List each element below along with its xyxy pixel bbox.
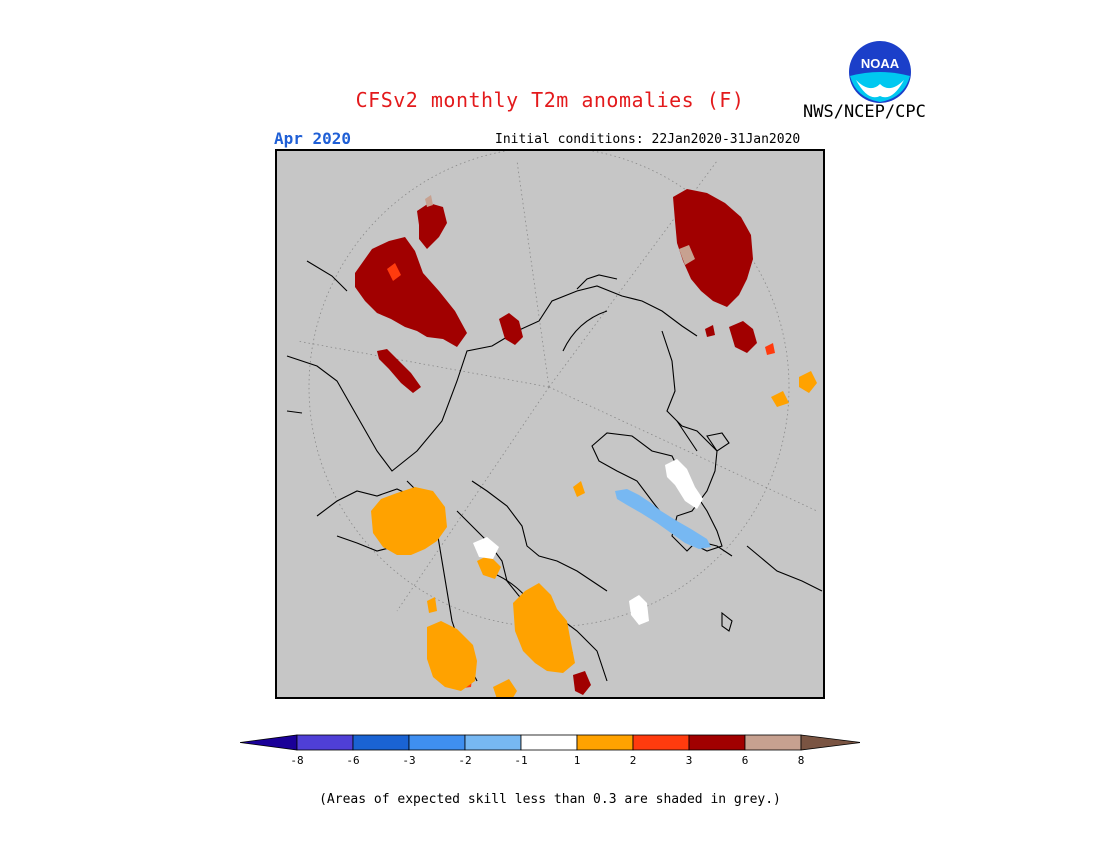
chart-title: CFSv2 monthly T2m anomalies (F) (355, 88, 745, 112)
initial-conditions: Initial conditions: 22Jan2020-31Jan2020 (495, 132, 801, 147)
colorbar-tick-label: 8 (798, 754, 805, 767)
anomaly-map (275, 149, 825, 699)
anomaly-dark-red (355, 189, 757, 695)
colorbar-swatch (744, 734, 802, 751)
colorbar-swatch (408, 734, 466, 751)
agency-label: NWS/NCEP/CPC (803, 102, 926, 122)
colorbar-tick-label: -3 (402, 754, 415, 767)
logo-text: NOAA (861, 56, 900, 71)
colorbar-legend: -8 -6 -3 -2 -1 1 2 3 6 8 (239, 732, 862, 776)
colorbar-tick-label: 2 (630, 754, 637, 767)
colorbar-swatch (464, 734, 522, 751)
colorbar-swatch (239, 734, 298, 751)
footnote: (Areas of expected skill less than 0.3 a… (319, 792, 781, 807)
anomaly-brown (425, 195, 695, 265)
colorbar-tick-label: -2 (458, 754, 471, 767)
coastlines (286, 260, 823, 682)
colorbar-tick-label: -6 (346, 754, 359, 767)
colorbar-swatch (576, 734, 634, 751)
anomaly-light-blue (615, 489, 711, 549)
anomaly-orange (371, 371, 817, 697)
anomaly-white (473, 459, 703, 625)
colorbar-swatch (520, 734, 578, 751)
colorbar-tick-label: 1 (574, 754, 581, 767)
colorbar-swatch (352, 734, 410, 751)
colorbar-tick-label: -1 (514, 754, 527, 767)
colorbar-swatch (296, 734, 354, 751)
colorbar-tick-label: -8 (290, 754, 303, 767)
colorbar-swatch (632, 734, 690, 751)
colorbar-swatch (800, 734, 862, 751)
colorbar-tick-label: 6 (742, 754, 749, 767)
noaa-logo: NOAA (848, 40, 912, 104)
colorbar-tick-label: 3 (686, 754, 693, 767)
forecast-month: Apr 2020 (274, 129, 352, 148)
colorbar-swatch (688, 734, 746, 751)
